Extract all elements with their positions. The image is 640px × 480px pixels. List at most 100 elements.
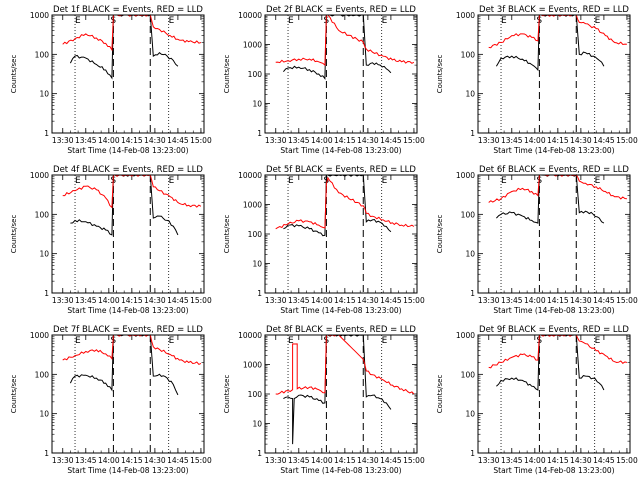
x-tick-label: 15:00 [403, 296, 425, 305]
y-tick-label: 10000 [238, 171, 262, 180]
marker-label: E [75, 176, 81, 186]
marker-label: E [169, 336, 175, 346]
chart-title: Det 5f BLACK = Events, RED = LLD [266, 165, 416, 175]
x-tick-label: 14:30 [144, 296, 166, 305]
x-tick-label: 15:00 [190, 456, 212, 465]
x-tick-label: 14:45 [380, 296, 402, 305]
marker-label: E [169, 16, 175, 26]
series-line-events [283, 334, 392, 445]
x-tick-label: 14:45 [167, 456, 189, 465]
x-tick-label: 15:00 [616, 136, 638, 145]
marker-label: E [382, 336, 388, 346]
y-tick-label: 1 [257, 449, 262, 458]
x-tick-label: 13:30 [52, 296, 74, 305]
y-tick-label: 1000 [243, 361, 262, 370]
x-tick-label: 14:00 [311, 456, 333, 465]
y-tick-label: 10000 [238, 11, 262, 20]
marker-label: E [595, 176, 601, 186]
x-tick-label: 13:30 [52, 136, 74, 145]
plot-frame [477, 14, 631, 134]
chart-panel-1: Det 1f BLACK = Events, RED = LLD Counts/s… [10, 5, 212, 155]
marker-label: E [288, 16, 294, 26]
x-axis-label: Start Time (14-Feb-08 13:23:00) [67, 466, 188, 475]
y-axis-label: Counts/sec [10, 55, 18, 94]
x-tick-label: 13:45 [501, 456, 523, 465]
y-tick-label: 100 [461, 50, 476, 59]
y-axis-label: Counts/sec [10, 215, 18, 254]
marker-label: E [595, 16, 601, 26]
x-tick-label: 14:15 [334, 296, 356, 305]
marker-label: E [288, 176, 294, 186]
marker-label: E [382, 176, 388, 186]
x-tick-label: 14:30 [357, 296, 379, 305]
x-tick-label: 14:00 [524, 136, 546, 145]
series-line-events [69, 14, 179, 80]
x-tick-label: 13:45 [75, 296, 97, 305]
series-line-events [496, 334, 605, 391]
y-tick-label: 100 [248, 70, 263, 79]
x-tick-label: 14:15 [334, 136, 356, 145]
y-tick-label: 100 [35, 370, 50, 379]
x-tick-label: 13:30 [52, 456, 74, 465]
y-tick-label: 10 [252, 260, 262, 269]
x-tick-label: 15:00 [190, 136, 212, 145]
chart-title: Det 2f BLACK = Events, RED = LLD [266, 5, 416, 15]
plot-frame [264, 14, 418, 134]
chart-panel-5: Det 5f BLACK = Events, RED = LLD Counts/s… [223, 165, 425, 315]
y-axis-label: Counts/sec [223, 215, 231, 254]
x-tick-label: 14:45 [380, 456, 402, 465]
x-tick-label: 15:00 [190, 296, 212, 305]
x-tick-label: 13:45 [288, 136, 310, 145]
chart-title: Det 1f BLACK = Events, RED = LLD [53, 5, 203, 15]
x-tick-label: 14:00 [524, 456, 546, 465]
x-tick-label: 13:45 [501, 136, 523, 145]
x-tick-label: 14:45 [593, 296, 615, 305]
x-tick-label: 13:30 [265, 136, 287, 145]
marker-label: E [75, 336, 81, 346]
x-tick-label: 15:00 [616, 456, 638, 465]
series-line-events [495, 14, 605, 72]
series-line-lld [62, 14, 202, 52]
y-axis-label: Counts/sec [436, 55, 444, 94]
chart-title: Det 7f BLACK = Events, RED = LLD [53, 325, 203, 335]
y-axis-label: Counts/sec [436, 215, 444, 254]
x-axis-label: Start Time (14-Feb-08 13:23:00) [493, 146, 614, 155]
x-tick-label: 14:15 [547, 296, 569, 305]
x-tick-label: 13:45 [501, 296, 523, 305]
plot-frame [477, 334, 631, 454]
y-axis-label: Counts/sec [223, 55, 231, 94]
y-tick-label: 1 [44, 289, 49, 298]
chart-title: Det 3f BLACK = Events, RED = LLD [479, 5, 629, 15]
y-tick-label: 10 [39, 250, 49, 259]
y-tick-label: 10 [465, 410, 475, 419]
marker-label: E [595, 336, 601, 346]
y-tick-label: 1000 [30, 331, 49, 340]
x-axis-label: Start Time (14-Feb-08 13:23:00) [67, 146, 188, 155]
y-tick-label: 1000 [456, 331, 475, 340]
series-line-events [496, 174, 605, 224]
x-tick-label: 15:00 [403, 456, 425, 465]
x-tick-label: 14:00 [98, 136, 120, 145]
chart-title: Det 6f BLACK = Events, RED = LLD [479, 165, 629, 175]
x-tick-label: 14:30 [357, 136, 379, 145]
y-tick-label: 100 [35, 50, 50, 59]
x-axis-label: Start Time (14-Feb-08 13:23:00) [280, 306, 401, 315]
marker-label: E [288, 336, 294, 346]
x-tick-label: 14:15 [121, 136, 143, 145]
y-axis-label: Counts/sec [436, 375, 444, 414]
marker-label: E [501, 336, 507, 346]
x-tick-label: 14:15 [121, 296, 143, 305]
x-tick-label: 13:30 [478, 456, 500, 465]
chart-panel-9: Det 9f BLACK = Events, RED = LLD Counts/s… [436, 325, 638, 475]
y-tick-label: 1 [257, 289, 262, 298]
y-tick-label: 100 [461, 370, 476, 379]
x-tick-label: 14:15 [121, 456, 143, 465]
y-tick-label: 10000 [238, 331, 262, 340]
x-tick-label: 13:30 [265, 456, 287, 465]
series-line-events [69, 334, 179, 396]
x-tick-label: 14:30 [144, 136, 166, 145]
y-tick-label: 1000 [456, 11, 475, 20]
chart-title: Det 9f BLACK = Events, RED = LLD [479, 325, 629, 335]
x-tick-label: 13:45 [288, 456, 310, 465]
